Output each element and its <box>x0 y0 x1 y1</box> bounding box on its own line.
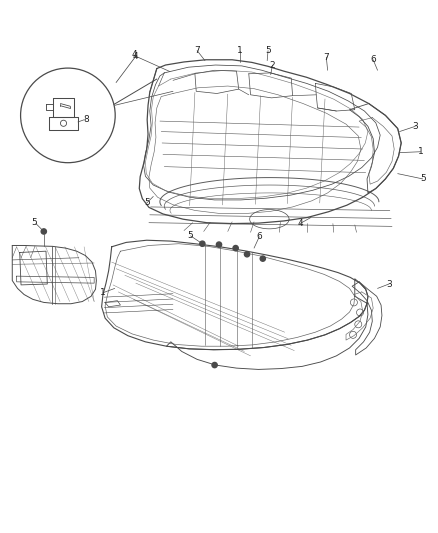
Text: 1: 1 <box>417 147 424 156</box>
Text: 3: 3 <box>412 122 418 131</box>
Text: 1: 1 <box>100 288 106 297</box>
Text: 5: 5 <box>187 231 194 240</box>
Text: 1: 1 <box>237 46 243 55</box>
Circle shape <box>216 242 222 247</box>
Circle shape <box>200 241 205 246</box>
Text: 6: 6 <box>370 55 376 64</box>
Circle shape <box>244 252 250 257</box>
Text: 7: 7 <box>194 46 200 55</box>
Text: 6: 6 <box>256 232 262 241</box>
Text: 4: 4 <box>133 52 138 61</box>
Text: 3: 3 <box>386 279 392 288</box>
Text: 4: 4 <box>131 51 137 60</box>
Circle shape <box>260 256 265 261</box>
Text: 5: 5 <box>31 218 37 227</box>
Circle shape <box>212 362 217 368</box>
Text: 5: 5 <box>265 46 271 55</box>
Text: 4: 4 <box>297 219 303 228</box>
Text: 7: 7 <box>323 53 329 62</box>
Text: 8: 8 <box>84 115 90 124</box>
Text: 5: 5 <box>420 174 426 183</box>
Text: 5: 5 <box>144 198 150 207</box>
Circle shape <box>233 246 238 251</box>
Circle shape <box>41 229 46 234</box>
Text: 2: 2 <box>270 61 275 69</box>
